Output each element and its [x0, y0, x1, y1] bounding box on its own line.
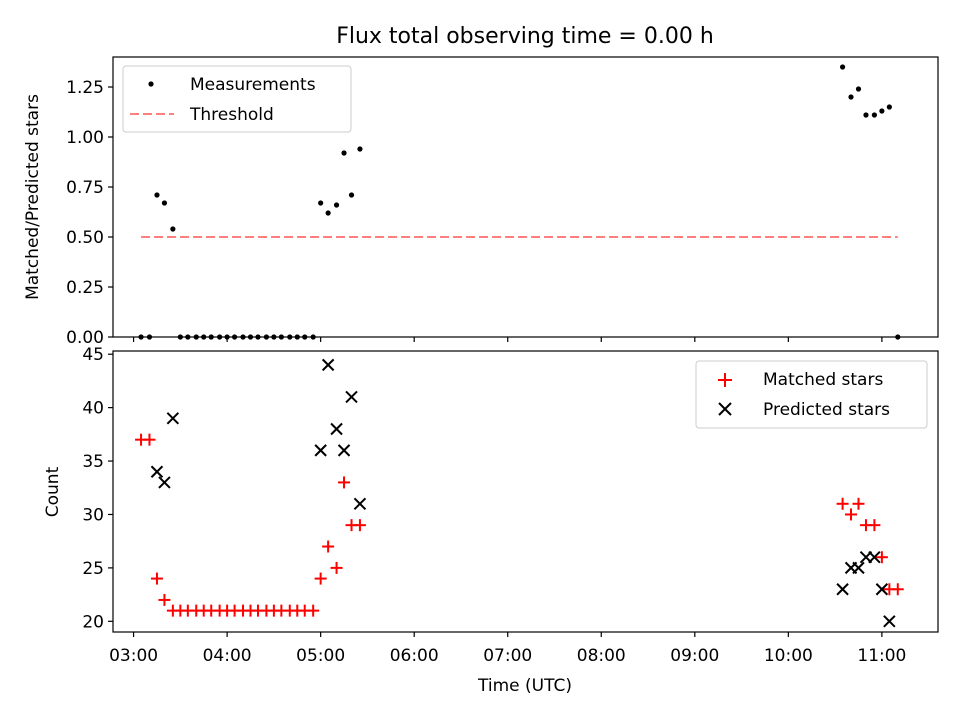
bottom-y-ticks: 20 25 30 35 40 45 — [82, 345, 113, 632]
matched-stars-point — [158, 593, 171, 606]
predicted-stars-point — [330, 422, 343, 436]
y-tick-label: 0.50 — [66, 228, 104, 248]
bottom-legend: Matched stars Predicted stars — [695, 360, 928, 429]
legend-measurements-marker — [148, 81, 154, 87]
bottom-panel: 20 25 30 35 40 45 03:00 04:00 05:00 06:00 07:00 08… — [43, 345, 939, 696]
measurements-point — [154, 192, 160, 198]
measurements-point — [855, 86, 862, 92]
matched-stars-point — [338, 476, 351, 489]
y-tick-label: 35 — [82, 452, 104, 472]
x-tick-label: 06:00 — [390, 646, 439, 666]
measurements-point — [871, 112, 877, 118]
measurements-point — [848, 94, 854, 100]
bottom-y-axis-label: Count — [43, 466, 63, 517]
x-tick-label: 09:00 — [670, 646, 719, 666]
measurements-point — [886, 104, 892, 110]
measurements-point — [161, 200, 168, 206]
predicted-stars-point — [150, 465, 164, 478]
x-tick-label: 10:00 — [764, 646, 813, 666]
measurements-point — [325, 210, 331, 216]
bottom-axes-frame — [112, 350, 939, 633]
bottom-legend-box — [695, 360, 928, 429]
matched-stars-point — [330, 561, 343, 574]
measurements-point — [348, 192, 355, 198]
y-tick-label: 0.75 — [66, 178, 104, 198]
measurements-point — [170, 226, 176, 232]
measurements-point — [341, 150, 347, 156]
x-tick-label: 05:00 — [296, 646, 345, 666]
y-tick-label: 1.25 — [66, 78, 104, 98]
legend-matched-label: Matched stars — [763, 370, 883, 390]
y-tick-label: 25 — [82, 559, 104, 579]
matched-stars-point — [143, 433, 156, 446]
top-y-axis-label: Matched/Predicted stars — [23, 94, 43, 300]
matched-stars-point — [150, 572, 163, 585]
legend-predicted-marker — [718, 402, 732, 416]
measurements-point — [357, 146, 363, 152]
y-tick-label: 1.00 — [66, 128, 104, 148]
matched-stars-point — [353, 519, 366, 532]
legend-matched-marker — [718, 373, 732, 387]
top-legend-box — [122, 65, 352, 133]
predicted-stars-point — [166, 412, 180, 425]
x-tick-label: 08:00 — [577, 646, 626, 666]
measurements-point — [879, 108, 885, 114]
top-marks — [138, 64, 901, 340]
predicted-stars-point — [321, 358, 335, 372]
top-legend: Measurements Threshold — [122, 65, 352, 133]
top-x-ticks — [132, 337, 883, 342]
matched-stars-point — [891, 583, 904, 596]
y-tick-label: 40 — [82, 399, 104, 419]
y-tick-label: 30 — [82, 505, 104, 525]
top-axes-frame — [112, 56, 939, 338]
predicted-stars-point — [868, 551, 881, 564]
predicted-stars-point — [852, 561, 865, 575]
x-tick-label: 04:00 — [203, 646, 252, 666]
predicted-stars-point — [353, 497, 367, 510]
legend-measurements-label: Measurements — [190, 75, 316, 95]
predicted-stars-point — [836, 583, 849, 596]
matched-stars-point — [307, 604, 320, 617]
matched-stars-point — [868, 519, 881, 532]
predicted-stars-point — [875, 583, 889, 596]
top-panel: 0.00 0.25 0.50 0.75 1.00 1.25 Matched/Predict… — [23, 56, 939, 348]
predicted-stars-point — [345, 390, 358, 404]
measurements-point — [839, 64, 846, 70]
matched-stars-point — [845, 508, 858, 521]
predicted-stars-point — [337, 444, 351, 457]
y-tick-label: 45 — [82, 345, 104, 365]
y-tick-label: 0.00 — [66, 328, 104, 348]
predicted-stars-point — [314, 444, 327, 457]
y-tick-label: 20 — [82, 612, 104, 632]
bottom-x-axis-label: Time (UTC) — [477, 676, 572, 696]
measurements-point — [863, 112, 869, 118]
bottom-x-ticks: 03:00 04:00 05:00 06:00 07:00 08:00 09:00 10:00… — [109, 632, 906, 666]
measurements-point — [318, 200, 324, 206]
x-tick-label: 07:00 — [483, 646, 532, 666]
matched-stars-point — [852, 497, 865, 510]
x-tick-label: 03:00 — [109, 646, 158, 666]
x-tick-label: 11:00 — [857, 646, 906, 666]
top-y-ticks: 0.00 0.25 0.50 0.75 1.00 1.25 — [66, 78, 113, 348]
matched-stars-point — [875, 551, 888, 564]
predicted-stars-point — [883, 615, 896, 628]
matched-stars-point — [322, 540, 335, 553]
predicted-stars-point — [158, 476, 171, 489]
measurements-point — [333, 202, 340, 208]
bottom-marks — [135, 358, 904, 628]
y-tick-label: 0.25 — [66, 278, 104, 298]
legend-threshold-label: Threshold — [189, 105, 274, 125]
chart-title: Flux total observing time = 0.00 h — [336, 24, 714, 49]
matched-stars-point — [836, 497, 849, 510]
legend-predicted-label: Predicted stars — [763, 400, 890, 420]
matched-stars-point — [314, 572, 327, 585]
